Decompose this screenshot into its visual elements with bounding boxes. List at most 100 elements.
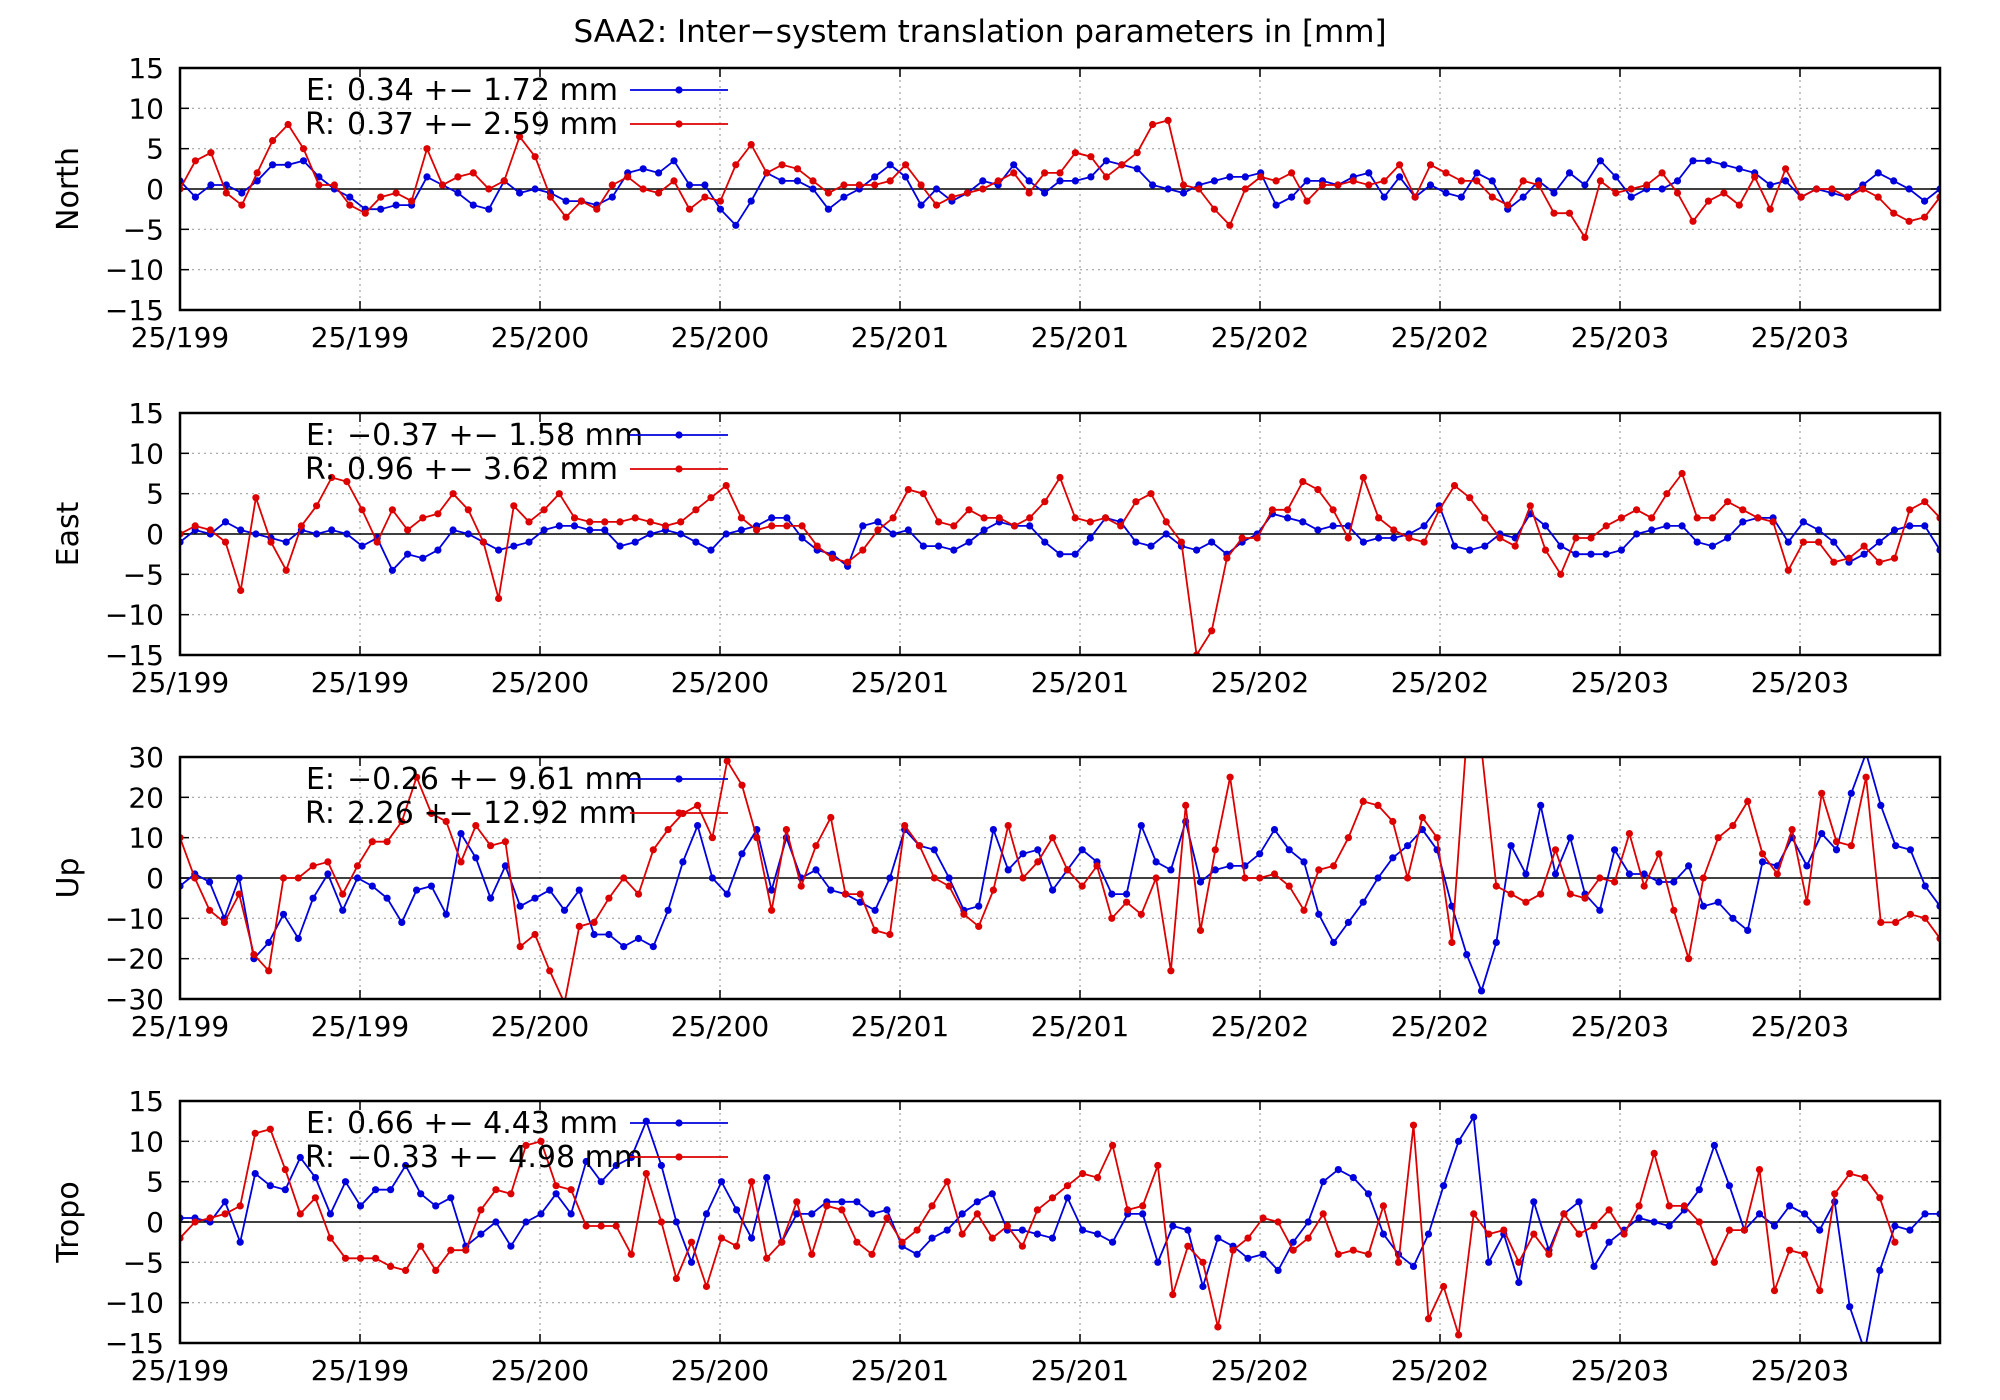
data-point-r — [1196, 926, 1205, 935]
data-point-e — [206, 878, 214, 886]
legend-key: E: — [306, 73, 335, 108]
data-point-e — [1921, 522, 1929, 530]
data-point-e — [1596, 157, 1604, 165]
data-point-e — [590, 930, 598, 939]
y-tick-label: 5 — [146, 1166, 164, 1199]
data-point-r — [1435, 506, 1443, 514]
data-point-e — [207, 181, 215, 189]
data-point-r — [797, 882, 805, 890]
data-point-e — [1349, 1174, 1357, 1182]
data-point-e — [1550, 189, 1558, 197]
data-point-r — [855, 181, 863, 189]
x-tick-label: 25/203 — [1751, 666, 1850, 699]
data-point-r — [737, 514, 746, 522]
data-point-e — [1863, 749, 1870, 756]
data-point-r — [1655, 850, 1663, 858]
data-point-e — [525, 538, 533, 546]
data-point-r — [438, 181, 447, 189]
x-tick-label: 25/199 — [131, 1010, 230, 1043]
data-point-r — [1139, 1202, 1147, 1210]
data-point-r — [1921, 914, 1929, 922]
data-point-r — [1329, 506, 1337, 514]
data-point-e — [1289, 1238, 1297, 1246]
data-point-r — [1238, 534, 1246, 542]
data-point-e — [1226, 862, 1234, 870]
data-point-r — [1149, 120, 1157, 129]
x-tick-label: 25/201 — [1031, 1010, 1130, 1043]
data-point-r — [889, 514, 897, 522]
data-point-e — [221, 1198, 229, 1206]
data-point-r — [522, 1141, 530, 1149]
data-point-r — [1396, 161, 1404, 169]
data-point-r — [871, 926, 879, 935]
data-point-e — [546, 886, 554, 894]
data-point-e — [707, 546, 715, 554]
legend-key: R: — [305, 796, 335, 831]
data-point-r — [1318, 181, 1327, 189]
data-point-e — [454, 189, 462, 197]
data-point-r — [361, 209, 369, 217]
data-point-r — [1124, 1206, 1132, 1214]
data-point-e — [1256, 850, 1264, 858]
data-point-r — [1755, 1166, 1764, 1174]
data-point-r — [722, 482, 730, 490]
data-point-e — [1470, 1113, 1478, 1121]
data-point-e — [928, 1234, 936, 1242]
data-point-e — [1892, 842, 1900, 850]
data-point-r — [1951, 891, 1958, 898]
data-point-r — [809, 177, 817, 185]
legend-text: 0.34 +− 1.72 mm — [347, 73, 618, 108]
data-point-r — [748, 1178, 756, 1186]
data-point-r — [269, 137, 277, 145]
data-point-r — [1693, 514, 1701, 522]
data-point-r — [670, 177, 678, 185]
data-point-r — [824, 189, 833, 197]
data-point-r — [1420, 538, 1428, 546]
data-point-r — [1735, 201, 1743, 209]
data-point-r — [1380, 177, 1388, 185]
data-point-r — [577, 197, 586, 205]
data-point-r — [1550, 209, 1558, 217]
data-point-e — [717, 1178, 726, 1186]
data-point-e — [251, 1170, 259, 1178]
x-tick-label: 25/201 — [1031, 1354, 1130, 1387]
data-point-r — [1208, 627, 1216, 635]
data-point-r — [844, 558, 852, 566]
data-point-r — [979, 185, 987, 193]
data-point-r — [1665, 1202, 1673, 1210]
data-point-e — [950, 546, 958, 554]
data-point-e — [341, 1178, 350, 1186]
data-point-e — [309, 894, 317, 902]
data-point-r — [1375, 514, 1383, 522]
data-point-e — [824, 205, 833, 213]
data-point-e — [1284, 514, 1292, 522]
data-point-e — [932, 185, 941, 193]
data-point-e — [294, 934, 302, 943]
data-point-r — [812, 842, 820, 850]
x-tick-label: 25/202 — [1391, 1010, 1490, 1043]
data-point-e — [677, 530, 685, 538]
y-tick-label: 5 — [146, 133, 164, 166]
data-point-r — [1862, 773, 1870, 781]
data-point-r — [561, 999, 568, 1006]
data-point-r — [1847, 842, 1855, 850]
data-point-r — [793, 165, 802, 173]
panel-up: 25/199 25/199 25/200 25/200 25/201 25/201 25/2… — [51, 741, 1958, 1043]
data-point-r — [994, 177, 1002, 185]
data-point-r — [1004, 822, 1012, 830]
data-point-r — [753, 526, 761, 534]
data-point-r — [235, 890, 243, 898]
x-tick-label: 25/200 — [671, 1354, 770, 1387]
data-point-r — [236, 1202, 244, 1210]
data-point-r — [472, 822, 480, 830]
data-point-r — [462, 1246, 470, 1254]
data-point-e — [1635, 1214, 1643, 1222]
data-point-e — [311, 1174, 319, 1182]
data-point-r — [1063, 1182, 1072, 1190]
data-point-e — [1590, 1262, 1598, 1270]
data-point-e — [646, 530, 654, 538]
data-point-e — [1572, 550, 1580, 558]
data-point-r — [1678, 469, 1686, 478]
data-point-r — [1244, 1234, 1252, 1242]
data-point-e — [1602, 550, 1610, 558]
